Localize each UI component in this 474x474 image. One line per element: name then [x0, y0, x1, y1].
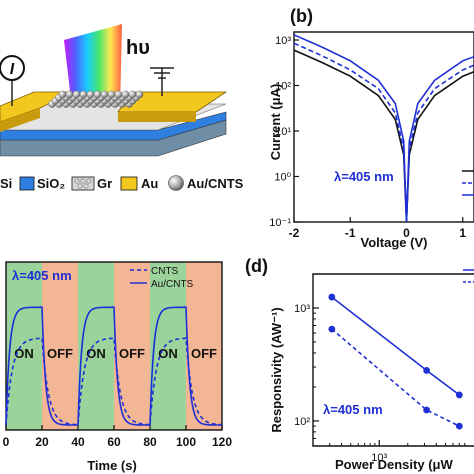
legend-au-cnts-label: Au/CNTS	[187, 176, 244, 191]
panel-d-legend	[463, 269, 474, 283]
panel-b-annotation: λ=405 nm	[334, 169, 394, 184]
au-cnts-particle	[65, 90, 74, 99]
au-cnts-particle	[100, 90, 109, 99]
panel-b-series-2	[293, 42, 474, 223]
on-label: ON	[14, 346, 34, 361]
light-beam	[64, 24, 122, 108]
panel-d-annotation: λ=405 nm	[323, 402, 383, 417]
au-cnts-particle	[135, 90, 144, 99]
current-source-symbol: I	[10, 61, 15, 78]
panel-b-ylabel: Current (μA)	[268, 84, 283, 161]
panel-d-responsivity-chart: (d) Responsivity (AW⁻¹) Power Density (μ…	[245, 256, 474, 472]
panel-c-xtick-label: 80	[143, 435, 157, 449]
panel-b-ytick-label: 10⁻¹	[269, 217, 291, 229]
panel-b-xtick-label: 1	[459, 226, 466, 240]
panel-d-ytick-label: 10²	[294, 416, 310, 428]
panel-c-series-au-cnts	[5, 306, 222, 426]
on-period-band	[6, 262, 42, 430]
au-cnts-particle	[121, 90, 130, 99]
on-period-band	[78, 262, 114, 430]
panel-a-device-schematic: hυ I Si SiO₂ Gr Au Au/CNTS	[0, 24, 244, 191]
au-cnts-particle	[107, 90, 116, 99]
au-cnts-nanoparticle-layer	[48, 90, 144, 108]
panel-c-xtick-label: 40	[71, 435, 85, 449]
panel-d-point	[423, 367, 431, 374]
panel-b-ytick-label: 10⁰	[274, 172, 291, 184]
panel-d-series-2	[331, 328, 460, 427]
panel-b-ytick-label: 10¹	[275, 126, 291, 138]
panel-b-series-1	[293, 49, 474, 223]
off-label: OFF	[47, 346, 73, 361]
panel-c-annotation: λ=405 nm	[12, 268, 72, 283]
panel-c-xtick-label: 60	[107, 435, 121, 449]
legend-gr-pattern	[74, 178, 92, 189]
legend-au-label: Au	[141, 176, 158, 191]
au-electrode-right-front	[118, 112, 196, 122]
au-cnts-particle	[114, 90, 123, 99]
on-period-band	[150, 262, 186, 430]
panel-b-ytick-label: 10²	[275, 81, 291, 93]
panel-c-xtick-label: 100	[176, 435, 196, 449]
panel-d-xlabel: Power Density (μW	[335, 457, 453, 472]
au-cnts-particle	[58, 90, 67, 99]
au-cnts-particle	[72, 90, 81, 99]
au-cnts-particle	[79, 90, 88, 99]
panel-c-series-cnts	[5, 336, 223, 427]
au-cnts-particle	[128, 90, 137, 99]
ground-icon	[150, 67, 174, 79]
current-source	[0, 55, 25, 81]
panel-c-legend: CNTS Au/CNTS	[130, 266, 194, 290]
au-cnts-particle	[93, 90, 102, 99]
photon-label: hυ	[126, 37, 150, 59]
au-cnts-particle	[86, 90, 95, 99]
panel-b-iv-chart: (b) Current (μA) Voltage (V) λ=405 nm 10…	[268, 6, 474, 250]
panel-b-xtick-label: -2	[289, 226, 300, 240]
panel-d-point	[328, 293, 336, 301]
schematic-legend: Si SiO₂ Gr Au Au/CNTS	[0, 175, 244, 191]
legend-sio2-swatch	[19, 176, 35, 191]
au-electrode-left-front	[0, 108, 40, 132]
panel-c-xtick-label: 0	[3, 435, 10, 449]
panel-d-point	[455, 422, 463, 430]
panel-c-time-response-chart: ON OFF ON OFF ON OFF 0 20 40 60 80 100 120 λ=405 nm…	[3, 261, 232, 473]
panel-b-plot-frame	[293, 31, 474, 223]
panel-d-ytick-label: 10³	[294, 303, 310, 315]
panel-d-xtick-label: 10³	[371, 452, 387, 464]
on-label: ON	[86, 346, 106, 361]
legend-gr-label: Gr	[97, 176, 112, 191]
legend-sio2-label: SiO₂	[37, 176, 65, 191]
legend-au-cnts-ball	[168, 175, 184, 191]
panel-b-series-3	[293, 34, 474, 223]
panel-d-ylabel: Responsivity (AW⁻¹)	[269, 307, 284, 432]
panel-d-plot-frame	[312, 273, 474, 447]
panel-b-ytick-label: 10³	[275, 35, 291, 47]
panel-d-point	[455, 391, 463, 399]
panel-c-xtick-label: 120	[212, 435, 232, 449]
panel-c-xlabel: Time (s)	[87, 458, 137, 473]
panel-d-series-1	[331, 296, 460, 396]
panel-b-xtick-label: 0	[403, 226, 410, 240]
panel-c-xtick-label: 20	[35, 435, 49, 449]
panel-d-label: (d)	[245, 256, 268, 276]
off-label: OFF	[191, 346, 217, 361]
panel-d-point	[423, 406, 431, 414]
on-label: ON	[158, 346, 178, 361]
legend-au-cnts-label: Au/CNTS	[151, 279, 194, 290]
panel-b-xtick-label: -1	[345, 226, 356, 240]
legend-au-swatch	[120, 176, 138, 191]
legend-si-label: Si	[0, 176, 12, 191]
panel-d-point	[328, 325, 336, 333]
panel-b-xlabel: Voltage (V)	[361, 235, 428, 250]
legend-cnts-label: CNTS	[151, 266, 179, 277]
panel-b-label: (b)	[290, 6, 313, 26]
off-label: OFF	[119, 346, 145, 361]
